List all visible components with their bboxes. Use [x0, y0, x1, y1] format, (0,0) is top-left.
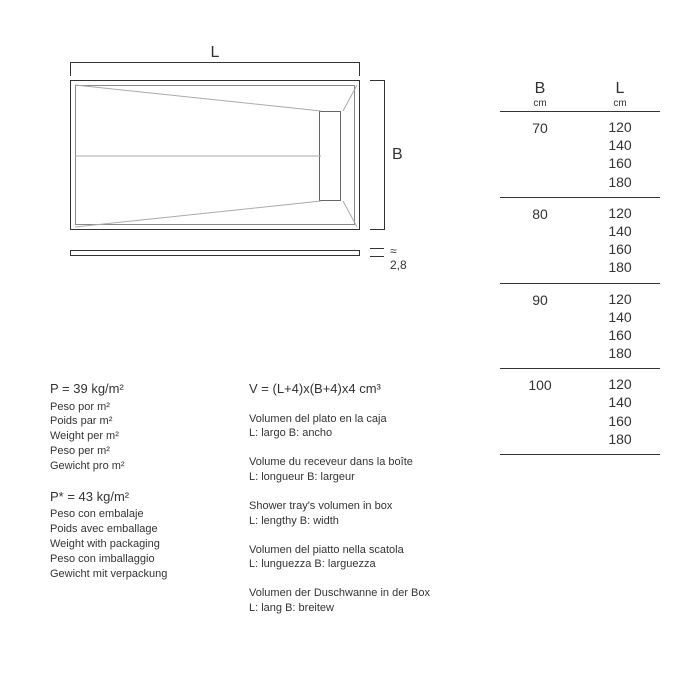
- spec-text: P = 39 kg/m² Peso por m² Poids par m² We…: [50, 380, 430, 630]
- spec-V-head: V = (L+4)x(B+4)x4 cm³: [249, 380, 430, 398]
- table-row: 100120140160180: [500, 369, 660, 455]
- spec-P-head: P = 39 kg/m²: [50, 380, 209, 398]
- spec-Pstar-head: P* = 43 kg/m²: [50, 488, 209, 506]
- table-header: Bcm Lcm: [500, 80, 660, 112]
- perspective-lines: [71, 81, 361, 231]
- tray-side-view: [70, 250, 360, 256]
- technical-drawing: L B ≈ 2,8: [70, 80, 390, 230]
- size-table: Bcm Lcm 70120140160180801201401601809012…: [500, 80, 660, 455]
- spec-P: P = 39 kg/m² Peso por m² Poids par m² We…: [50, 380, 209, 474]
- table-row: 80120140160180: [500, 198, 660, 284]
- table-row: 90120140160180: [500, 284, 660, 370]
- spec-col-right: V = (L+4)x(B+4)x4 cm³ Volumen del plato …: [249, 380, 430, 630]
- table-row: 70120140160180: [500, 112, 660, 198]
- thickness-label: ≈ 2,8: [390, 244, 407, 272]
- spec-col-left: P = 39 kg/m² Peso por m² Poids par m² We…: [50, 380, 209, 630]
- spec-V: V = (L+4)x(B+4)x4 cm³: [249, 380, 430, 398]
- dimension-B-label: B: [392, 146, 403, 164]
- dimension-L-label: L: [211, 44, 220, 62]
- spec-Pstar: P* = 43 kg/m² Peso con embalaje Poids av…: [50, 488, 209, 582]
- tray-top-view: [70, 80, 360, 230]
- table-body: 7012014016018080120140160180901201401601…: [500, 112, 660, 455]
